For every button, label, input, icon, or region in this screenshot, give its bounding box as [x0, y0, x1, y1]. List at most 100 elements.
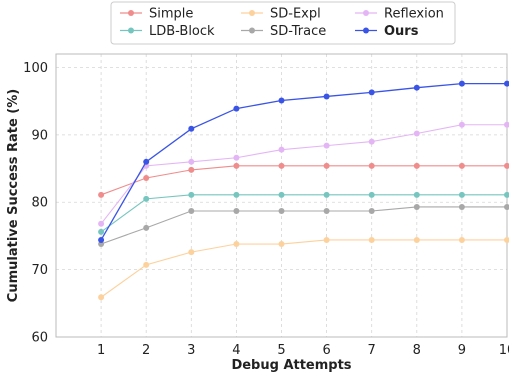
data-point [413, 191, 420, 198]
series-line [100, 124, 507, 225]
series-simple [98, 162, 509, 198]
data-point [188, 191, 195, 198]
data-point [233, 162, 240, 169]
data-point [233, 191, 240, 198]
data-point [233, 241, 240, 248]
y-tick-label: 60 [31, 331, 48, 346]
x-tick-label: 2 [142, 343, 150, 358]
legend-item: SD-Trace [241, 24, 326, 39]
data-point [368, 236, 375, 243]
legend-item: LDB-Block [120, 24, 215, 39]
x-tick-label: 5 [277, 343, 285, 358]
data-point [504, 236, 509, 243]
data-point [458, 162, 465, 169]
y-axis-title: Cumulative Success Rate (%) [6, 89, 21, 302]
data-point [458, 80, 465, 87]
data-point [458, 191, 465, 198]
data-point [143, 174, 150, 181]
legend-marker [128, 27, 134, 34]
data-point [368, 89, 375, 96]
legend-marker [128, 10, 134, 16]
legend-item: SD-Expl [241, 7, 321, 22]
data-point [323, 191, 330, 198]
y-axis-ticks: 60 70 80 90 100 [23, 61, 48, 346]
series-sd-expl [98, 236, 509, 301]
data-point [368, 162, 375, 169]
data-point [233, 105, 240, 112]
x-tick-label: 1 [97, 343, 105, 358]
data-point [143, 195, 150, 202]
data-point [504, 203, 509, 210]
series-line [100, 82, 507, 241]
data-point [323, 207, 330, 214]
data-point [188, 125, 195, 132]
data-point [188, 158, 195, 165]
data-point [504, 80, 509, 87]
data-point [413, 162, 420, 169]
x-tick-label: 10 [499, 343, 509, 358]
x-axis-title: Debug Attempts [231, 358, 351, 373]
data-point [413, 84, 420, 91]
series-line [100, 206, 507, 245]
data-point [233, 207, 240, 214]
x-tick-label: 6 [322, 343, 330, 358]
data-point [143, 261, 150, 268]
x-axis-ticks: 1 2 3 4 5 6 7 8 9 10 [97, 343, 509, 358]
data-point [413, 130, 420, 137]
series-sd-trace [98, 203, 509, 248]
data-point [278, 241, 285, 248]
legend-label: Ours [384, 24, 419, 39]
data-point [323, 162, 330, 169]
x-tick-label: 3 [187, 343, 195, 358]
legend-label: SD-Trace [270, 24, 326, 39]
data-point [98, 294, 105, 301]
data-point [98, 220, 105, 227]
data-point [458, 121, 465, 128]
series-line [100, 194, 507, 233]
y-tick-label: 100 [23, 61, 48, 76]
y-tick-label: 90 [31, 128, 48, 143]
data-point [413, 236, 420, 243]
data-point [278, 162, 285, 169]
legend-label: Simple [149, 7, 193, 22]
data-point [233, 154, 240, 161]
legend-item: Simple [120, 7, 193, 22]
data-point [98, 191, 105, 198]
series-ours [98, 80, 509, 243]
legend: Simple LDB-Block SD-Expl SD-Trace Reflexion O… [110, 1, 456, 45]
series-layer [98, 80, 509, 301]
legend-item: Ours [355, 24, 419, 39]
data-point [323, 142, 330, 149]
series-line [100, 239, 507, 298]
y-tick-label: 70 [31, 263, 48, 278]
y-tick-label: 80 [31, 196, 48, 211]
data-point [504, 121, 509, 128]
legend-item: Reflexion [355, 7, 444, 22]
x-tick-label: 4 [232, 343, 240, 358]
data-point [413, 203, 420, 210]
data-point [368, 207, 375, 214]
data-point [504, 191, 509, 198]
legend-label: Reflexion [384, 7, 444, 22]
series-reflexion [98, 121, 509, 227]
data-point [368, 191, 375, 198]
series-ldb-block [98, 191, 509, 235]
data-point [323, 93, 330, 100]
x-tick-label: 8 [413, 343, 421, 358]
legend-marker [363, 10, 369, 16]
data-point [504, 162, 509, 169]
data-point [278, 97, 285, 104]
data-point [188, 166, 195, 173]
data-point [323, 236, 330, 243]
data-point [278, 146, 285, 153]
data-point [188, 249, 195, 256]
data-point [98, 236, 105, 243]
x-tick-label: 7 [368, 343, 376, 358]
data-point [188, 207, 195, 214]
legend-label: LDB-Block [149, 24, 215, 39]
series-line [100, 165, 507, 196]
legend-label: SD-Expl [270, 7, 321, 22]
legend-marker [249, 27, 255, 34]
data-point [143, 158, 150, 165]
